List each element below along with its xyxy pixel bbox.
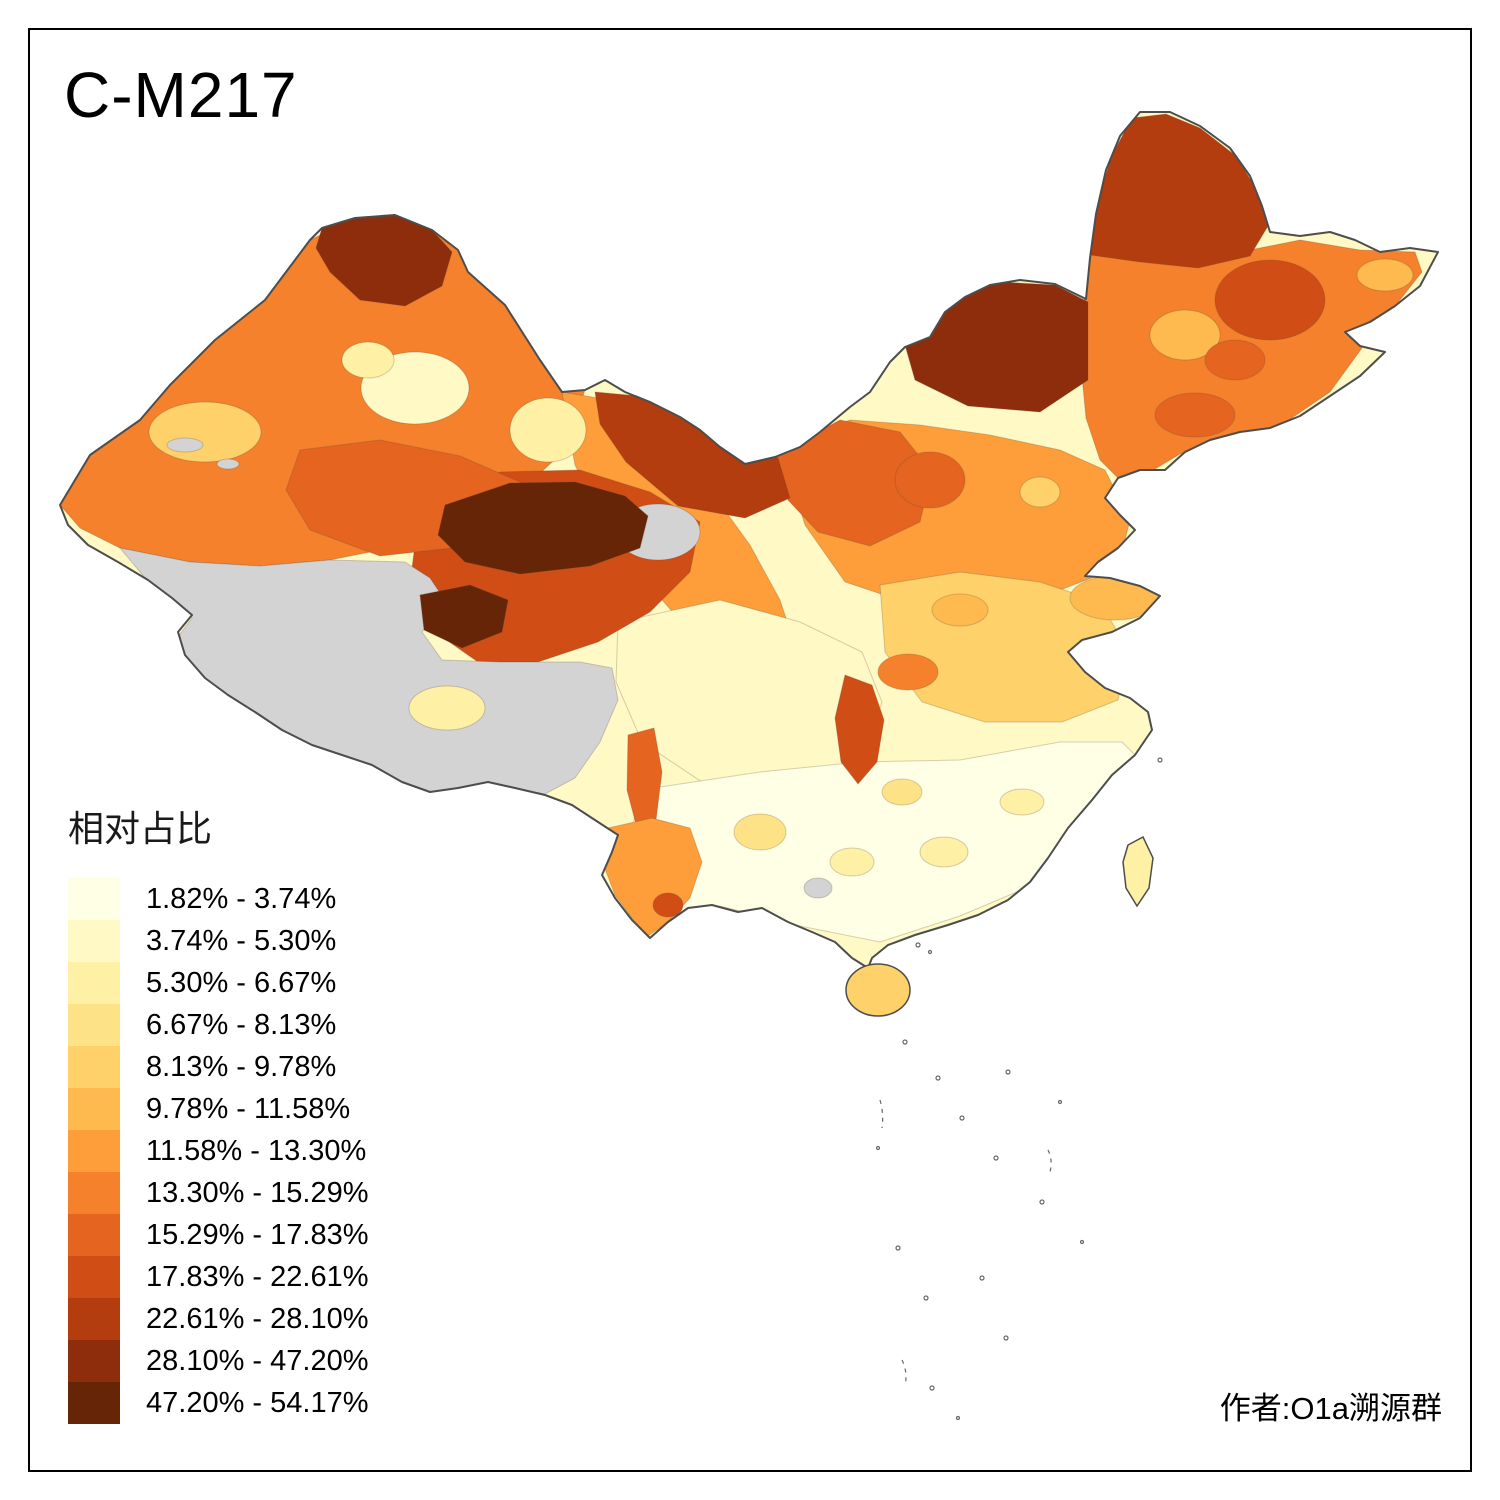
map-region-xinjiang-central-pale-2 xyxy=(341,341,395,379)
map-region-shandong xyxy=(1069,575,1161,621)
map-region-xinjiang-west xyxy=(148,401,262,463)
map-region-shanxi-north xyxy=(894,451,966,509)
map-region-tibet-pale xyxy=(408,685,486,731)
legend-swatch xyxy=(68,1130,120,1172)
map-region-chongqing xyxy=(834,674,885,785)
legend-label: 3.74% - 5.30% xyxy=(146,924,337,957)
legend-items: 1.82% - 3.74% 3.74% - 5.30% 5.30% - 6.67% 6… xyxy=(68,878,368,1424)
map-region-south-patch-2 xyxy=(829,847,875,877)
legend-swatch xyxy=(68,1256,120,1298)
legend-panel: 相对占比 1.82% - 3.74% 3.74% - 5.30% 5.30% - 6… xyxy=(68,800,368,1424)
legend-label: 22.61% - 28.10% xyxy=(146,1302,369,1335)
legend-item: 17.83% - 22.61% xyxy=(68,1256,368,1298)
legend-title: 相对占比 xyxy=(68,808,213,849)
map-region-qinghai-dark xyxy=(437,481,649,575)
map-region-south-patch-4 xyxy=(999,788,1045,816)
map-region-songyuan xyxy=(1204,339,1266,381)
legend-item: 11.58% - 13.30% xyxy=(68,1130,368,1172)
legend-label: 28.10% - 47.20% xyxy=(146,1344,369,1377)
legend-swatch xyxy=(68,1214,120,1256)
legend-item: 6.67% - 8.13% xyxy=(68,1004,368,1046)
legend-label: 47.20% - 54.17% xyxy=(146,1386,369,1419)
map-region-south-patch-5 xyxy=(881,778,923,806)
legend-swatch xyxy=(68,962,120,1004)
legend-label: 9.78% - 11.58% xyxy=(146,1092,351,1125)
map-region-hulunbuir xyxy=(1089,113,1269,269)
legend-item: 13.30% - 15.29% xyxy=(68,1172,368,1214)
map-region-beijing xyxy=(1019,476,1061,508)
legend-label: 8.13% - 9.78% xyxy=(146,1050,337,1083)
legend-item: 47.20% - 54.17% xyxy=(68,1382,368,1424)
map-region-south-patch-3 xyxy=(919,836,969,868)
map-region-hami xyxy=(509,397,587,463)
map-region-xinjiang-gray-2 xyxy=(216,458,240,470)
legend-label: 15.29% - 17.83% xyxy=(146,1218,369,1251)
south-sea-islands xyxy=(875,757,1163,1421)
legend-item: 8.13% - 9.78% xyxy=(68,1046,368,1088)
map-region-taiwan xyxy=(1122,835,1154,908)
legend-label: 11.58% - 13.30% xyxy=(146,1134,367,1167)
legend-label: 1.82% - 3.74% xyxy=(146,882,337,915)
map-region-henan-spot xyxy=(931,593,989,627)
legend-swatch xyxy=(68,1340,120,1382)
map-region-south-patch-1 xyxy=(733,813,787,851)
map-region-guangxi-gray xyxy=(803,877,833,899)
legend-label: 6.67% - 8.13% xyxy=(146,1008,337,1041)
legend-item: 9.78% - 11.58% xyxy=(68,1088,368,1130)
map-region-jilin-light xyxy=(1149,309,1221,361)
map-region-hainan xyxy=(845,963,911,1017)
map-region-xinjiang-gray-1 xyxy=(166,437,204,453)
map-regions-group xyxy=(60,113,1423,943)
legend-swatch xyxy=(68,1298,120,1340)
legend-label: 17.83% - 22.61% xyxy=(146,1260,369,1293)
legend-label: 5.30% - 6.67% xyxy=(146,966,337,999)
legend-swatch xyxy=(68,1172,120,1214)
map-region-heilongjiang-east xyxy=(1214,259,1326,341)
legend-label: 13.30% - 15.29% xyxy=(146,1176,369,1209)
map-region-liaoning xyxy=(1154,392,1236,438)
map-region-yunnan-south xyxy=(652,892,684,918)
legend-swatch xyxy=(68,878,120,920)
legend-item: 3.74% - 5.30% xyxy=(68,920,368,962)
legend-swatch xyxy=(68,1004,120,1046)
legend-item: 22.61% - 28.10% xyxy=(68,1298,368,1340)
legend-item: 5.30% - 6.67% xyxy=(68,962,368,1004)
legend-item: 28.10% - 47.20% xyxy=(68,1340,368,1382)
map-region-far-east xyxy=(1356,258,1414,292)
legend-item: 1.82% - 3.74% xyxy=(68,878,368,920)
map-region-hubei-west xyxy=(877,653,939,691)
map-region-ordos xyxy=(774,419,933,547)
legend-swatch xyxy=(68,1382,120,1424)
author-credit: 作者:O1a溯源群 xyxy=(1219,1391,1442,1426)
legend-swatch xyxy=(68,1088,120,1130)
legend-swatch xyxy=(68,1046,120,1088)
map-region-yushu-dark xyxy=(419,584,509,649)
legend-swatch xyxy=(68,920,120,962)
legend-item: 15.29% - 17.83% xyxy=(68,1214,368,1256)
china-outline xyxy=(59,111,1439,969)
page-title: C-M217 xyxy=(64,59,298,131)
